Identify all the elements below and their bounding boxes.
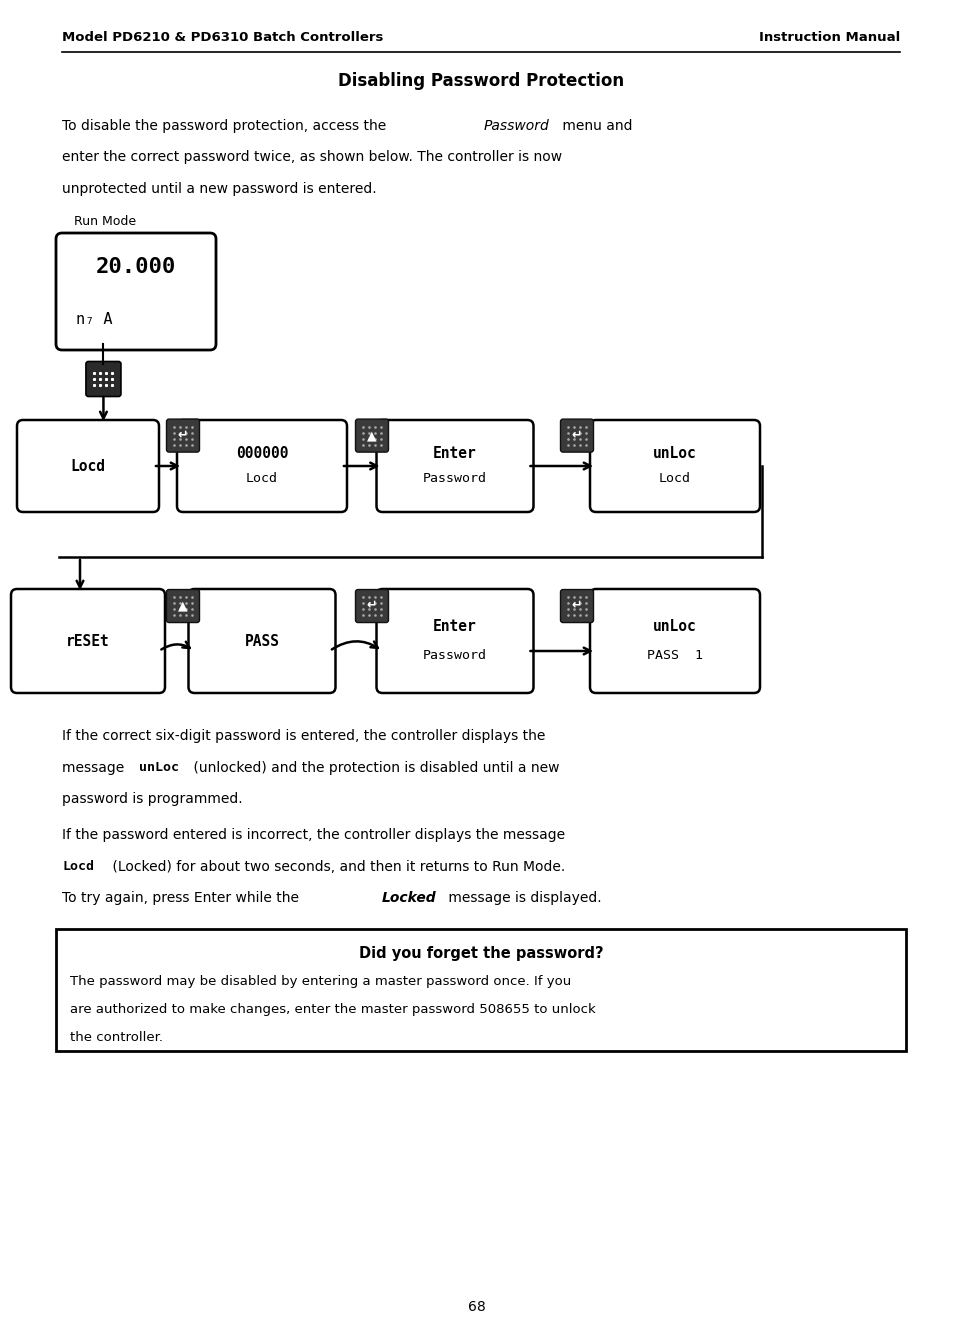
Text: Locd: Locd: [659, 473, 690, 485]
Text: 20.000: 20.000: [95, 257, 176, 277]
Text: Locd: Locd: [62, 859, 94, 872]
Bar: [56, 929, 905, 1051]
Text: Password: Password: [422, 649, 486, 663]
FancyBboxPatch shape: [376, 420, 533, 512]
FancyBboxPatch shape: [560, 420, 593, 452]
Text: To try again, press Enter while the: To try again, press Enter while the: [62, 891, 303, 904]
FancyBboxPatch shape: [376, 589, 533, 693]
Text: (Locked) for about two seconds, and then it returns to Run Mode.: (Locked) for about two seconds, and then…: [108, 859, 565, 874]
Text: (unlocked) and the protection is disabled until a new: (unlocked) and the protection is disable…: [189, 760, 558, 775]
Text: 68: 68: [468, 1300, 485, 1315]
Text: are authorized to make changes, enter the master password 508655 to unlock: are authorized to make changes, enter th…: [70, 1003, 595, 1015]
FancyBboxPatch shape: [355, 420, 388, 452]
FancyBboxPatch shape: [189, 589, 335, 693]
Text: PASS  1: PASS 1: [646, 649, 702, 663]
FancyBboxPatch shape: [56, 232, 215, 350]
Text: menu and: menu and: [558, 119, 632, 134]
FancyBboxPatch shape: [11, 589, 165, 693]
Text: message is displayed.: message is displayed.: [443, 891, 601, 904]
Text: Enter: Enter: [433, 445, 476, 461]
Text: ↵: ↵: [366, 600, 376, 612]
Text: ↵: ↵: [571, 600, 581, 612]
Text: ▲: ▲: [367, 429, 376, 442]
Text: If the password entered is incorrect, the controller displays the message: If the password entered is incorrect, th…: [62, 828, 564, 842]
FancyBboxPatch shape: [589, 589, 760, 693]
Text: If the correct six-digit password is entered, the controller displays the: If the correct six-digit password is ent…: [62, 729, 545, 743]
Text: Locked: Locked: [381, 891, 436, 904]
Text: rESEt: rESEt: [66, 633, 110, 648]
FancyBboxPatch shape: [560, 589, 593, 623]
Text: the controller.: the controller.: [70, 1031, 163, 1043]
Text: To disable the password protection, access the: To disable the password protection, acce…: [62, 119, 390, 134]
Text: Password: Password: [422, 473, 486, 485]
Text: password is programmed.: password is programmed.: [62, 792, 242, 806]
FancyBboxPatch shape: [355, 589, 388, 623]
Text: unLoc: unLoc: [139, 760, 179, 774]
Text: Model PD6210 & PD6310 Batch Controllers: Model PD6210 & PD6310 Batch Controllers: [62, 31, 383, 44]
Text: The password may be disabled by entering a master password once. If you: The password may be disabled by entering…: [70, 975, 571, 989]
FancyBboxPatch shape: [167, 589, 199, 623]
Text: unprotected until a new password is entered.: unprotected until a new password is ente…: [62, 182, 376, 196]
Text: Locd: Locd: [246, 473, 277, 485]
Text: Enter: Enter: [433, 619, 476, 633]
Text: PASS: PASS: [244, 633, 279, 648]
Text: enter the correct password twice, as shown below. The controller is now: enter the correct password twice, as sho…: [62, 151, 561, 164]
Text: 000000: 000000: [235, 445, 288, 461]
FancyBboxPatch shape: [86, 362, 121, 397]
Text: ▲: ▲: [178, 600, 188, 612]
Text: Locd: Locd: [71, 458, 106, 473]
Text: Run Mode: Run Mode: [74, 215, 136, 228]
FancyBboxPatch shape: [17, 420, 159, 512]
Text: Disabling Password Protection: Disabling Password Protection: [337, 72, 623, 90]
Text: ↵: ↵: [177, 429, 188, 442]
Text: Password: Password: [483, 119, 549, 134]
Text: unLoc: unLoc: [653, 445, 696, 461]
FancyBboxPatch shape: [167, 420, 199, 452]
FancyBboxPatch shape: [589, 420, 760, 512]
Text: message: message: [62, 760, 129, 775]
FancyBboxPatch shape: [177, 420, 347, 512]
Text: Did you forget the password?: Did you forget the password?: [358, 946, 602, 961]
Text: ↵: ↵: [571, 429, 581, 442]
Text: Instruction Manual: Instruction Manual: [758, 31, 899, 44]
Text: unLoc: unLoc: [653, 619, 696, 633]
Text: n₇ A: n₇ A: [76, 313, 112, 327]
